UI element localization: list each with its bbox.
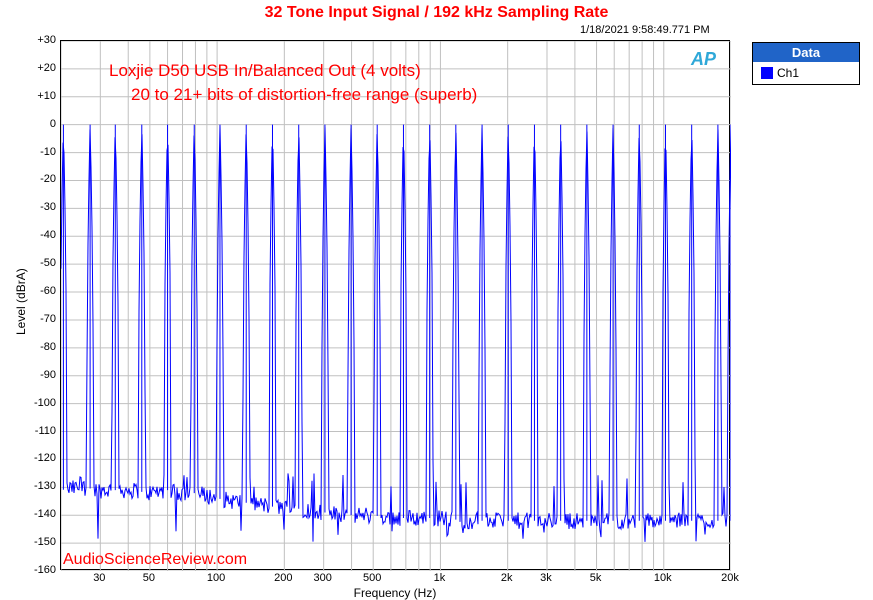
y-tick-label: -120 — [26, 452, 56, 464]
annotation-line2: 20 to 21+ bits of distortion-free range … — [131, 85, 477, 105]
x-tick-label: 500 — [363, 572, 381, 584]
legend: Data Ch1 — [752, 42, 860, 85]
x-tick-label: 100 — [207, 572, 225, 584]
y-tick-label: -60 — [26, 285, 56, 297]
x-tick-label: 200 — [274, 572, 292, 584]
legend-item: Ch1 — [753, 62, 859, 84]
x-tick-label: 30 — [93, 572, 105, 584]
chart-container: 32 Tone Input Signal / 192 kHz Sampling … — [0, 0, 873, 600]
ap-logo: AP — [691, 49, 716, 70]
timestamp: 1/18/2021 9:58:49.771 PM — [580, 24, 710, 36]
legend-header: Data — [753, 43, 859, 62]
y-tick-label: -30 — [26, 201, 56, 213]
y-tick-label: -130 — [26, 480, 56, 492]
y-tick-label: -80 — [26, 341, 56, 353]
y-axis-label: Level (dBrA) — [14, 268, 28, 335]
y-tick-label: -150 — [26, 536, 56, 548]
annotation-line1: Loxjie D50 USB In/Balanced Out (4 volts) — [109, 61, 421, 81]
y-tick-label: 0 — [26, 118, 56, 130]
plot-area: Loxjie D50 USB In/Balanced Out (4 volts)… — [60, 40, 730, 570]
x-tick-label: 20k — [721, 572, 739, 584]
y-tick-label: +30 — [26, 34, 56, 46]
y-tick-label: -90 — [26, 369, 56, 381]
legend-label: Ch1 — [777, 66, 799, 80]
y-tick-label: -100 — [26, 397, 56, 409]
y-tick-label: +10 — [26, 90, 56, 102]
y-tick-label: -110 — [26, 425, 56, 437]
y-tick-label: -40 — [26, 229, 56, 241]
y-tick-label: -50 — [26, 257, 56, 269]
y-tick-label: -160 — [26, 564, 56, 576]
x-tick-label: 5k — [590, 572, 602, 584]
plot-svg — [61, 41, 731, 571]
y-tick-label: -140 — [26, 508, 56, 520]
y-tick-label: +20 — [26, 62, 56, 74]
x-tick-label: 3k — [540, 572, 552, 584]
x-tick-label: 50 — [143, 572, 155, 584]
chart-title: 32 Tone Input Signal / 192 kHz Sampling … — [0, 4, 873, 22]
x-tick-label: 300 — [313, 572, 331, 584]
x-tick-label: 1k — [434, 572, 446, 584]
y-tick-label: -20 — [26, 173, 56, 185]
x-tick-label: 2k — [501, 572, 513, 584]
y-tick-label: -10 — [26, 146, 56, 158]
legend-swatch — [761, 67, 773, 79]
y-tick-label: -70 — [26, 313, 56, 325]
x-axis-label: Frequency (Hz) — [0, 586, 730, 600]
x-tick-label: 10k — [654, 572, 672, 584]
watermark: AudioScienceReview.com — [63, 551, 247, 569]
